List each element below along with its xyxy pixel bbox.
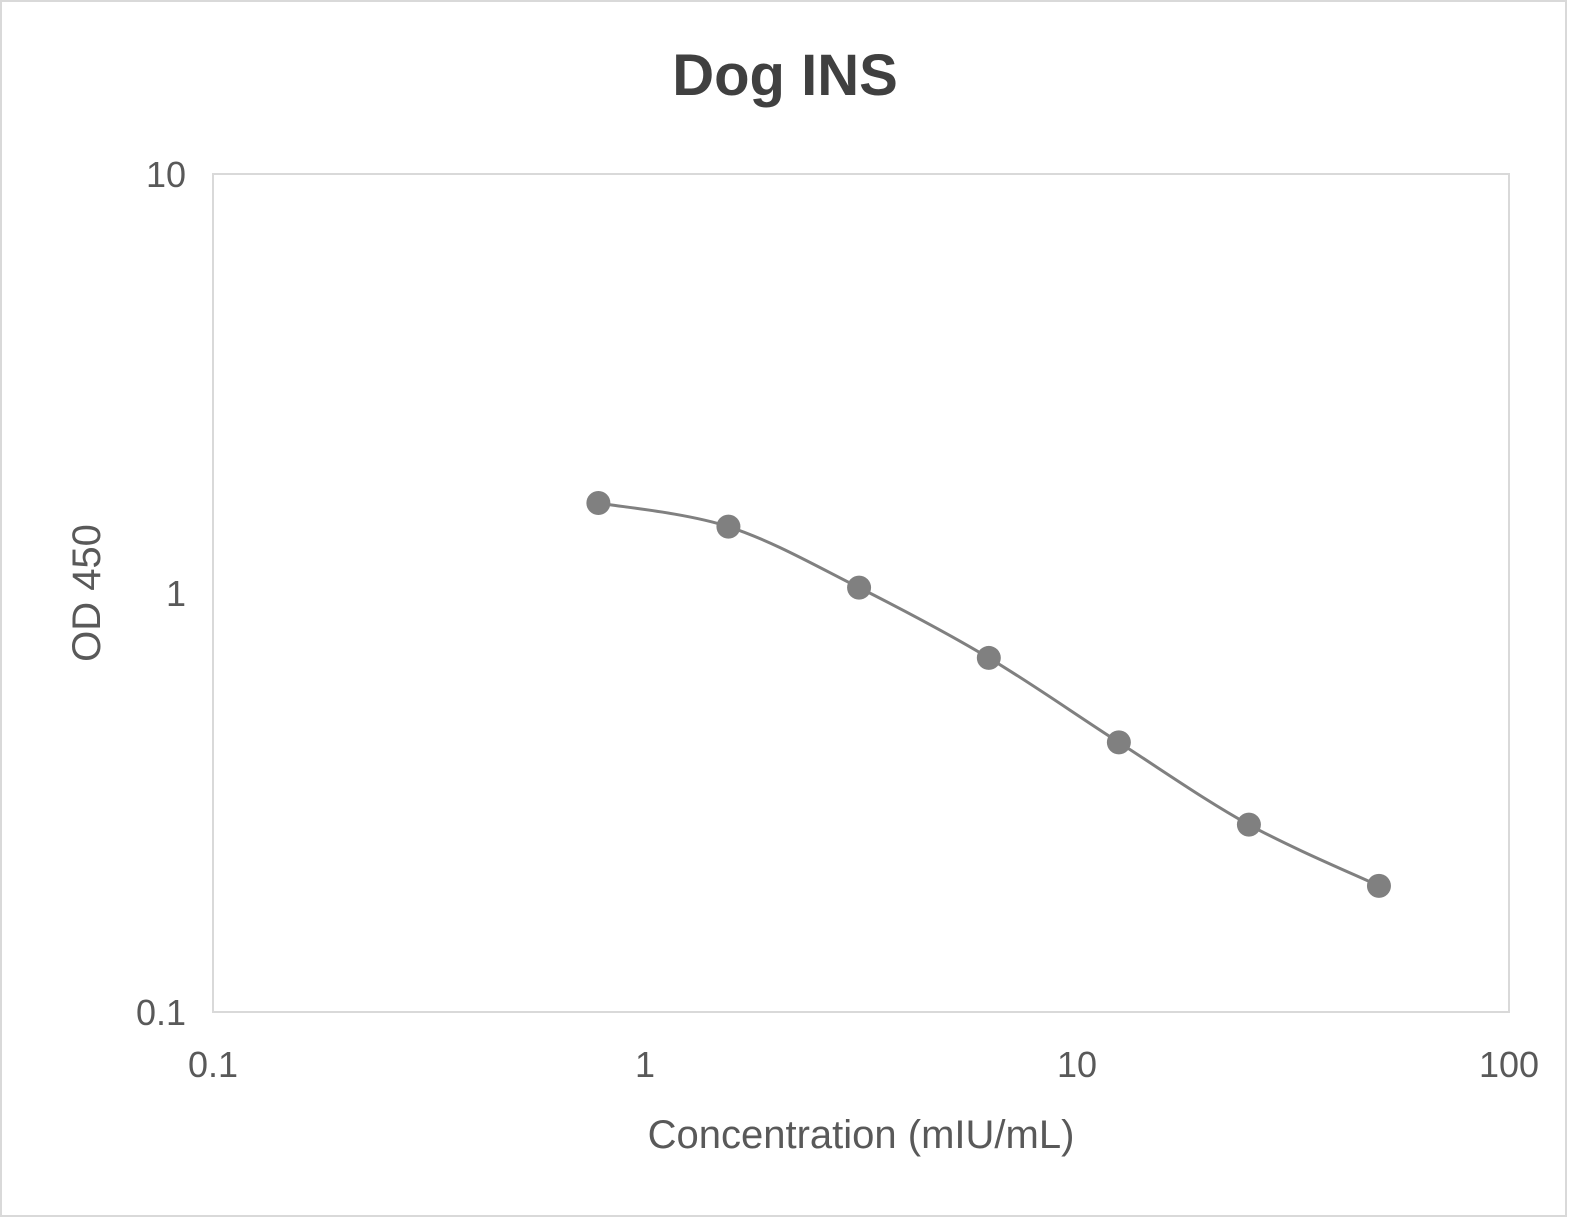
chart-frame [0,0,1567,1217]
y-axis-label: OD 450 [65,524,109,662]
x-tick-label: 10 [1057,1044,1097,1085]
data-point [1366,873,1391,898]
data-point [1106,730,1131,755]
data-point [1236,812,1261,837]
data-point [976,645,1001,670]
data-point [586,490,611,515]
y-tick-label: 1 [166,573,186,614]
plot-area [212,173,1510,1013]
chart-title: Dog INS [672,43,898,108]
x-tick-label: 100 [1479,1044,1539,1085]
x-tick-label: 0.1 [188,1044,238,1085]
y-tick-label: 0.1 [136,992,186,1033]
data-point [716,514,741,539]
data-point [847,575,872,600]
x-tick-label: 1 [635,1044,655,1085]
x-axis-label: Concentration (mIU/mL) [648,1113,1075,1157]
y-tick-label: 10 [146,154,186,195]
